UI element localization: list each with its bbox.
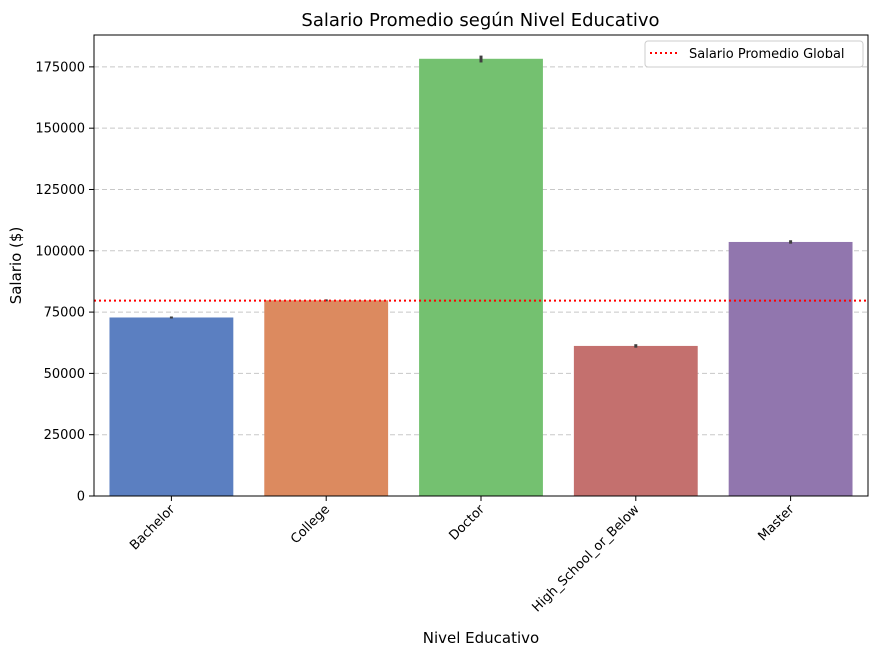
y-axis-title: Salario ($) (7, 227, 25, 305)
x-axis-title: Nivel Educativo (423, 629, 539, 647)
legend-box (644, 40, 864, 68)
plot-frame (93, 34, 869, 497)
y-tick-label: 125000 (35, 183, 85, 198)
y-tick-label: 75000 (44, 306, 85, 321)
y-tick-label: 100000 (35, 244, 85, 259)
bars (109, 55, 853, 496)
legend-label: Salario Promedio Global (689, 47, 845, 62)
bar-high-school-or-below (573, 345, 698, 496)
bar-master (728, 241, 853, 496)
y-tick-label: 50000 (44, 367, 85, 382)
x-axis: Bachelor College Doctor High_School_or_Belo… (127, 496, 798, 615)
y-tick-label: 175000 (35, 60, 85, 75)
x-tick-label: Bachelor (127, 502, 179, 554)
chart-title: Salario Promedio según Nivel Educativo (301, 10, 659, 31)
x-tick-label: College (288, 502, 333, 547)
x-tick-label: High_School_or_Below (530, 502, 643, 615)
x-tick-label: Doctor (446, 502, 488, 544)
y-axis: 0 25000 50000 75000 100000 125000 150000 175000 (35, 60, 94, 505)
legend: Salario Promedio Global (644, 40, 864, 68)
bar-bachelor (109, 317, 234, 496)
y-tick-label: 25000 (44, 428, 85, 443)
y-tick-label: 150000 (35, 122, 85, 137)
bar-doctor (419, 58, 543, 496)
bar-college (264, 300, 389, 496)
y-tick-label: 0 (77, 490, 85, 505)
x-tick-label: Master (755, 502, 797, 544)
